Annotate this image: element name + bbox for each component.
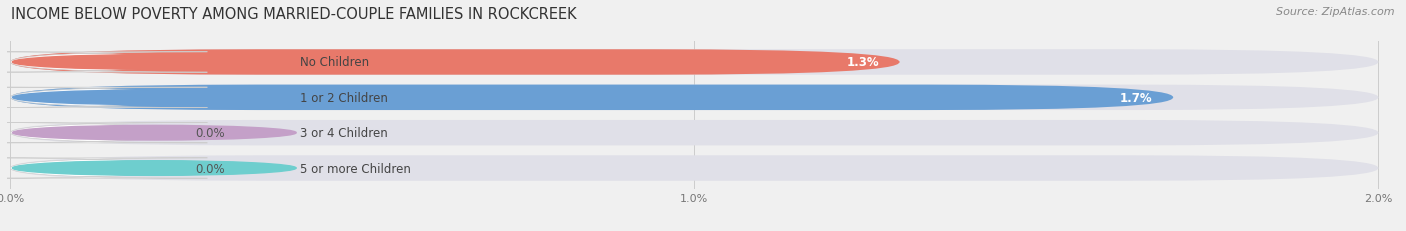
Circle shape xyxy=(13,161,297,176)
Text: 0.0%: 0.0% xyxy=(195,162,225,175)
FancyBboxPatch shape xyxy=(10,50,1378,75)
Text: 0.0%: 0.0% xyxy=(195,127,225,140)
Text: Source: ZipAtlas.com: Source: ZipAtlas.com xyxy=(1277,7,1395,17)
FancyBboxPatch shape xyxy=(0,158,208,178)
Text: 1.7%: 1.7% xyxy=(1121,91,1153,104)
Text: 3 or 4 Children: 3 or 4 Children xyxy=(301,127,388,140)
FancyBboxPatch shape xyxy=(0,123,208,143)
FancyBboxPatch shape xyxy=(10,120,1378,146)
FancyBboxPatch shape xyxy=(10,85,1173,111)
Text: INCOME BELOW POVERTY AMONG MARRIED-COUPLE FAMILIES IN ROCKCREEK: INCOME BELOW POVERTY AMONG MARRIED-COUPL… xyxy=(11,7,576,22)
Circle shape xyxy=(13,126,297,140)
Circle shape xyxy=(13,91,297,105)
Circle shape xyxy=(13,55,297,70)
Text: No Children: No Children xyxy=(301,56,370,69)
Text: 1 or 2 Children: 1 or 2 Children xyxy=(301,91,388,104)
FancyBboxPatch shape xyxy=(10,50,900,75)
FancyBboxPatch shape xyxy=(10,156,1378,181)
FancyBboxPatch shape xyxy=(0,53,208,73)
Text: 1.3%: 1.3% xyxy=(846,56,879,69)
FancyBboxPatch shape xyxy=(10,85,1378,111)
Text: 5 or more Children: 5 or more Children xyxy=(301,162,411,175)
FancyBboxPatch shape xyxy=(0,88,208,108)
